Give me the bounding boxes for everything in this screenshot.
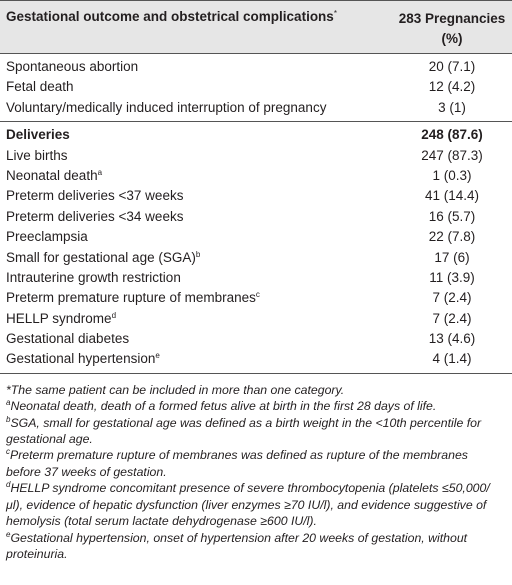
footnotes: *The same patient can be included in mor… <box>0 374 512 562</box>
value-cell: 247 (87.3) <box>421 147 483 163</box>
footnote-mark: * <box>6 382 11 397</box>
label-cell: Preterm deliveries <34 weeks <box>0 207 392 227</box>
footnote-text: SGA, small for gestational age was defin… <box>6 415 482 447</box>
row-label: Live births <box>6 147 68 163</box>
value-cell: 1 (0.3) <box>432 167 472 183</box>
value-cell: 13 (4.6) <box>428 331 476 347</box>
row-label: Gestational diabetes <box>6 331 130 347</box>
value-cell: 7 (2.4) <box>432 290 472 306</box>
label-cell: Fetal death <box>0 77 392 97</box>
table-body: Spontaneous abortion 20 (7.1) Fetal death 1… <box>0 54 512 374</box>
footnote-mark: e <box>6 529 11 539</box>
row-label: Small for gestational age (SGA) <box>6 249 196 265</box>
table-row: Gestational hypertensione 4 (1.4) <box>0 349 512 369</box>
footnote: aNeonatal death, death of a formed fetus… <box>6 398 504 414</box>
label-cell: Spontaneous abortion <box>0 57 392 77</box>
header-row: Gestational outcome and obstetrical comp… <box>0 0 512 54</box>
table-page: Gestational outcome and obstetrical comp… <box>0 0 512 562</box>
footnote: dHELLP syndrome concomitant presence of … <box>6 480 504 529</box>
footnote-mark: a <box>6 398 11 408</box>
value-cell: 12 (4.2) <box>428 79 476 95</box>
row-label: Spontaneous abortion <box>6 59 139 74</box>
table-row: Neonatal deatha 1 (0.3) <box>0 166 512 186</box>
row-sup: d <box>111 310 117 320</box>
value-cell: 20 (7.1) <box>428 59 476 74</box>
footnote: *The same patient can be included in mor… <box>6 382 504 398</box>
value-cell: 4 (1.4) <box>432 351 472 367</box>
label-cell: Preterm deliveries <37 weeks <box>0 186 392 206</box>
label-cell: Live births <box>0 146 392 166</box>
row-sup: a <box>97 167 103 177</box>
value-cell: 7 (2.4) <box>432 310 472 326</box>
table-row: Preterm deliveries <34 weeks 16 (5.7) <box>0 207 512 227</box>
table-row: Gestational diabetes 13 (4.6) <box>0 329 512 349</box>
label-cell: Preterm premature rupture of membranesc <box>0 288 392 308</box>
row-sup: c <box>255 290 260 300</box>
footnote: cPreterm premature rupture of membranes … <box>6 447 504 480</box>
table-row: HELLP syndromed 7 (2.4) <box>0 309 512 329</box>
row-label: Preterm premature rupture of membranes <box>6 290 256 306</box>
value-cell: 41 (14.4) <box>424 188 480 204</box>
table-row: Deliveries 248 (87.6) <box>0 125 512 145</box>
row-label: Voluntary/medically induced interruption… <box>6 99 327 115</box>
value-cell: 22 (7.8) <box>428 229 476 245</box>
value-cell: 248 (87.6) <box>421 127 483 143</box>
footnote: bSGA, small for gestational age was defi… <box>6 415 504 448</box>
row-label: HELLP syndrome <box>6 310 112 326</box>
table-row: Small for gestational age (SGA)b 17 (6) <box>0 248 512 268</box>
footnote-text: The same patient can be included in more… <box>10 382 345 397</box>
table-row: Preeclampsia 22 (7.8) <box>0 227 512 247</box>
table-row: Preterm premature rupture of membranesc 7… <box>0 288 512 308</box>
table-row: Voluntary/medically induced interruption… <box>0 98 512 118</box>
label-cell: Neonatal deatha <box>0 166 392 186</box>
table-row: Preterm deliveries <37 weeks 41 (14.4) <box>0 186 512 206</box>
value-cell: 3 (1) <box>438 99 466 115</box>
header-cell: 283 Pregnancies (%) <box>398 11 506 46</box>
footnote-mark: d <box>6 480 11 490</box>
row-sup: e <box>155 351 160 361</box>
header-sup: * <box>333 9 337 18</box>
table-row: Live births 247 (87.3) <box>0 146 512 166</box>
value-cell: 17 (6) <box>434 249 470 265</box>
row-sup: b <box>195 249 201 259</box>
label-cell: Small for gestational age (SGA)b <box>0 248 392 268</box>
row-label: Preterm deliveries <34 weeks <box>6 208 184 224</box>
row-label: Deliveries <box>6 127 70 143</box>
label-cell: Intrauterine growth restriction <box>0 268 392 288</box>
row-label: Intrauterine growth restriction <box>6 269 181 285</box>
value-cell: 16 (5.7) <box>428 208 476 224</box>
footnote-text: Neonatal death, death of a formed fetus … <box>10 399 437 414</box>
row-label: Neonatal death <box>6 167 98 183</box>
row-group: Spontaneous abortion 20 (7.1) Fetal death 1… <box>0 54 512 123</box>
footnote: eGestational hypertension, onset of hype… <box>6 530 504 563</box>
row-label: Preterm deliveries <37 weeks <box>6 188 184 204</box>
label-cell: HELLP syndromed <box>0 309 392 329</box>
footnote-text: Gestational hypertension, onset of hyper… <box>6 530 468 561</box>
row-group: Deliveries 248 (87.6) Live births 247 (87.3… <box>0 122 512 374</box>
row-label: Preeclampsia <box>6 229 88 245</box>
footnote-mark: c <box>6 447 10 457</box>
footnote-text: Preterm premature rupture of membranes w… <box>6 448 468 479</box>
table-row: Intrauterine growth restriction 11 (3.9) <box>0 268 512 288</box>
label-cell: Gestational diabetes <box>0 329 392 349</box>
footnote-mark: b <box>6 414 11 424</box>
header-cell: Gestational outcome and obstetrical comp… <box>0 1 392 53</box>
label-cell: Gestational hypertensione <box>0 349 392 369</box>
label-cell: Deliveries <box>0 125 392 145</box>
table-row: Spontaneous abortion 20 (7.1) <box>0 57 512 77</box>
value-cell: 11 (3.9) <box>429 269 475 285</box>
row-label: Fetal death <box>6 79 74 95</box>
footnote-text: HELLP syndrome concomitant presence of s… <box>6 481 490 529</box>
header-text: Gestational outcome and obstetrical comp… <box>6 9 334 24</box>
row-label: Gestational hypertension <box>6 351 156 367</box>
table-row: Fetal death 12 (4.2) <box>0 77 512 97</box>
label-cell: Preeclampsia <box>0 227 392 247</box>
label-cell: Voluntary/medically induced interruption… <box>0 98 392 118</box>
